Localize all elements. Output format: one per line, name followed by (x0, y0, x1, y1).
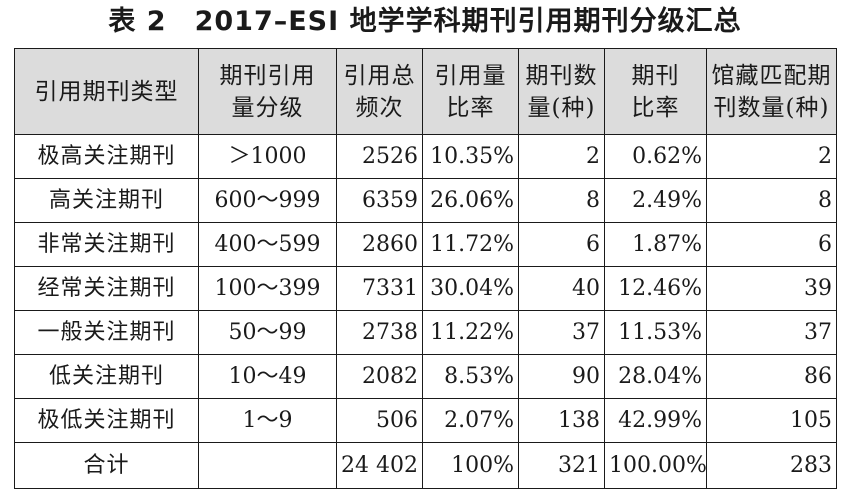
cell-level: ＞1000 (198, 134, 337, 179)
cell-cite-ratio: 11.22% (422, 310, 519, 355)
header-journals: 期刊数 量(种) (518, 48, 605, 135)
cell-journal-ratio: 11.53% (604, 310, 707, 355)
cell-level: 600～999 (198, 178, 337, 223)
total-citations: 24 402 (336, 442, 423, 489)
header-journal-ratio: 期刊 比率 (604, 48, 707, 135)
cell-journal-ratio: 0.62% (604, 134, 707, 179)
cell-holdings: 6 (706, 222, 837, 267)
cell-journal-ratio: 2.49% (604, 178, 707, 223)
cell-holdings: 39 (706, 266, 837, 311)
cell-cite-ratio: 30.04% (422, 266, 519, 311)
cell-cite-ratio: 26.06% (422, 178, 519, 223)
cell-citations: 2082 (336, 354, 423, 399)
cell-journals: 37 (518, 310, 605, 355)
cell-journals: 6 (518, 222, 605, 267)
total-level (198, 442, 337, 489)
cell-holdings: 105 (706, 398, 837, 443)
header-level: 期刊引用 量分级 (198, 48, 337, 135)
table-row: 经常关注期刊 100～399 7331 30.04% 40 12.46% 39 (14, 266, 837, 311)
cell-level: 400～599 (198, 222, 337, 267)
cell-journals: 8 (518, 178, 605, 223)
cell-cite-ratio: 8.53% (422, 354, 519, 399)
total-label: 合计 (14, 442, 199, 489)
cell-holdings: 37 (706, 310, 837, 355)
cell-type: 非常关注期刊 (14, 222, 199, 267)
cell-type: 极低关注期刊 (14, 398, 199, 443)
table-row: 低关注期刊 10～49 2082 8.53% 90 28.04% 86 (14, 354, 837, 399)
table-row: 一般关注期刊 50～99 2738 11.22% 37 11.53% 37 (14, 310, 837, 355)
total-holdings: 283 (706, 442, 837, 489)
header-row: 引用期刊类型 期刊引用 量分级 引用总 频次 引用量 比率 期刊数 量(种) 期刊 比率 … (14, 48, 837, 135)
total-journals: 321 (518, 442, 605, 489)
cell-journals: 138 (518, 398, 605, 443)
cell-citations: 2526 (336, 134, 423, 179)
table-row: 极低关注期刊 1～9 506 2.07% 138 42.99% 105 (14, 398, 837, 443)
cell-citations: 2738 (336, 310, 423, 355)
cell-journals: 90 (518, 354, 605, 399)
header-cite-ratio: 引用量 比率 (422, 48, 519, 135)
header-citations: 引用总 频次 (336, 48, 423, 135)
total-cite-ratio: 100% (422, 442, 519, 489)
header-holdings: 馆藏匹配期 刊数量(种) (706, 48, 837, 135)
cell-holdings: 8 (706, 178, 837, 223)
cell-holdings: 86 (706, 354, 837, 399)
total-journal-ratio: 100.00% (604, 442, 707, 489)
table-body: 极高关注期刊 ＞1000 2526 10.35% 2 0.62% 2 高关注期刊… (14, 134, 837, 489)
cell-type: 极高关注期刊 (14, 134, 199, 179)
table-row: 非常关注期刊 400～599 2860 11.72% 6 1.87% 6 (14, 222, 837, 267)
cell-level: 10～49 (198, 354, 337, 399)
cell-level: 1～9 (198, 398, 337, 443)
cell-citations: 2860 (336, 222, 423, 267)
cell-type: 低关注期刊 (14, 354, 199, 399)
cell-type: 高关注期刊 (14, 178, 199, 223)
cell-citations: 6359 (336, 178, 423, 223)
cell-cite-ratio: 11.72% (422, 222, 519, 267)
cell-citations: 7331 (336, 266, 423, 311)
cell-level: 100～399 (198, 266, 337, 311)
cell-level: 50～99 (198, 310, 337, 355)
cell-journal-ratio: 12.46% (604, 266, 707, 311)
cell-type: 经常关注期刊 (14, 266, 199, 311)
cell-journals: 40 (518, 266, 605, 311)
cell-journal-ratio: 28.04% (604, 354, 707, 399)
cell-journal-ratio: 42.99% (604, 398, 707, 443)
table-header: 引用期刊类型 期刊引用 量分级 引用总 频次 引用量 比率 期刊数 量(种) 期刊 比率 … (14, 48, 837, 135)
cell-cite-ratio: 2.07% (422, 398, 519, 443)
cell-type: 一般关注期刊 (14, 310, 199, 355)
journal-citation-table: 引用期刊类型 期刊引用 量分级 引用总 频次 引用量 比率 期刊数 量(种) 期刊 比率 … (14, 48, 837, 489)
cell-holdings: 2 (706, 134, 837, 179)
table-row: 极高关注期刊 ＞1000 2526 10.35% 2 0.62% 2 (14, 134, 837, 179)
table-title: 表 2 2017–ESI 地学学科期刊引用期刊分级汇总 (108, 6, 742, 37)
cell-journal-ratio: 1.87% (604, 222, 707, 267)
table-row: 高关注期刊 600～999 6359 26.06% 8 2.49% 8 (14, 178, 837, 223)
total-row: 合计 24 402 100% 321 100.00% 283 (14, 442, 837, 489)
cell-cite-ratio: 10.35% (422, 134, 519, 179)
cell-journals: 2 (518, 134, 605, 179)
cell-citations: 506 (336, 398, 423, 443)
header-type: 引用期刊类型 (14, 48, 199, 135)
